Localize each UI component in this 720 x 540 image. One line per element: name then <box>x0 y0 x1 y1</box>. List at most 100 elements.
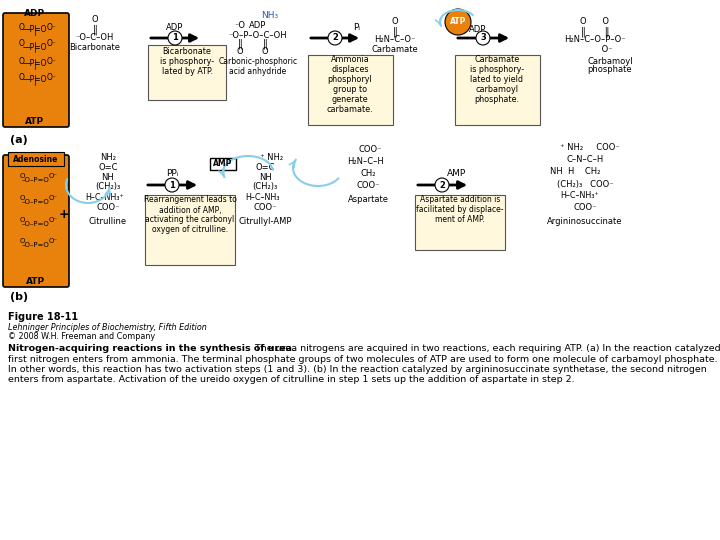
Text: O: O <box>19 57 25 65</box>
Text: O: O <box>91 16 99 24</box>
Text: NH: NH <box>102 172 114 181</box>
Text: © 2008 W.H. Freeman and Company: © 2008 W.H. Freeman and Company <box>8 332 155 341</box>
Text: addition of AMP,: addition of AMP, <box>158 206 221 214</box>
Text: –O–P=O: –O–P=O <box>22 199 50 205</box>
Text: COO⁻: COO⁻ <box>356 181 379 191</box>
Text: (CH₂)₃: (CH₂)₃ <box>95 183 121 192</box>
Bar <box>415 195 505 250</box>
Text: O⁻: O⁻ <box>48 195 58 201</box>
Circle shape <box>476 31 490 45</box>
Text: group to: group to <box>333 85 367 94</box>
Text: O: O <box>19 195 24 201</box>
Text: –O–P=O: –O–P=O <box>22 221 50 227</box>
Text: O=C: O=C <box>256 163 275 172</box>
Text: PPᵢ: PPᵢ <box>166 170 178 179</box>
Text: facilitated by displace-: facilitated by displace- <box>416 206 504 214</box>
Circle shape <box>328 31 342 45</box>
Text: 2: 2 <box>439 180 445 190</box>
Text: 1: 1 <box>169 180 175 190</box>
Text: acid anhydride: acid anhydride <box>230 66 287 76</box>
Text: O: O <box>392 17 398 26</box>
Text: 1: 1 <box>172 33 178 43</box>
Text: ADP: ADP <box>249 21 266 30</box>
Text: (b): (b) <box>10 292 28 302</box>
Text: lated by ATP.: lated by ATP. <box>161 68 212 77</box>
Text: H₂N–C–H: H₂N–C–H <box>346 158 383 166</box>
Text: Carbonic-phosphoric: Carbonic-phosphoric <box>218 57 297 66</box>
Text: ‖: ‖ <box>263 39 267 49</box>
Text: O: O <box>19 23 25 31</box>
Text: O: O <box>261 48 269 57</box>
Text: ‖: ‖ <box>238 39 243 49</box>
Text: Argininosuccinate: Argininosuccinate <box>547 218 623 226</box>
Text: ADP: ADP <box>166 24 184 32</box>
Text: H–C–NH₃⁺: H–C–NH₃⁺ <box>561 192 599 200</box>
Text: O⁻: O⁻ <box>47 72 57 82</box>
Text: ATP: ATP <box>450 17 466 26</box>
Text: Lehninger Principles of Biochemistry, Fifth Edition: Lehninger Principles of Biochemistry, Fi… <box>8 323 207 332</box>
FancyBboxPatch shape <box>3 13 69 127</box>
Text: Rearrangement leads to: Rearrangement leads to <box>143 195 236 205</box>
Text: Carbamate: Carbamate <box>474 56 520 64</box>
Text: —P=O: —P=O <box>23 25 48 35</box>
Text: ment of AMP.: ment of AMP. <box>435 215 485 225</box>
Text: O: O <box>19 238 24 244</box>
Text: O⁻: O⁻ <box>47 39 57 49</box>
Text: carbamate.: carbamate. <box>327 105 373 114</box>
Circle shape <box>168 31 182 45</box>
Text: Carbamoyl: Carbamoyl <box>588 57 633 65</box>
Bar <box>145 195 235 265</box>
Text: ⁺ NH₂     COO⁻: ⁺ NH₂ COO⁻ <box>560 144 620 152</box>
Text: first nitrogen enters from ammonia. The terminal phosphate groups of two molecul: first nitrogen enters from ammonia. The … <box>8 354 718 363</box>
Text: 2: 2 <box>332 33 338 43</box>
Text: COO⁻: COO⁻ <box>359 145 382 154</box>
Text: H₂N–C–O⁻: H₂N–C–O⁻ <box>374 36 415 44</box>
Text: AMP: AMP <box>447 170 467 179</box>
Text: Citrulline: Citrulline <box>89 217 127 226</box>
Text: lated to yield: lated to yield <box>470 76 523 84</box>
Text: O: O <box>19 217 24 223</box>
Text: O: O <box>19 39 25 49</box>
Bar <box>308 55 393 125</box>
Text: H₂N–C–O–P–O⁻: H₂N–C–O–P–O⁻ <box>564 36 626 44</box>
Text: O=C: O=C <box>98 163 118 172</box>
Text: Aspartate addition is: Aspartate addition is <box>420 195 500 205</box>
Text: Figure 18-11: Figure 18-11 <box>8 312 78 322</box>
Bar <box>148 45 226 100</box>
Text: COO⁻: COO⁻ <box>96 202 120 212</box>
Text: COO⁻: COO⁻ <box>573 204 597 213</box>
Text: The urea nitrogens are acquired in two reactions, each requiring ATP. (a) In the: The urea nitrogens are acquired in two r… <box>252 344 720 353</box>
Text: O⁻: O⁻ <box>47 23 57 31</box>
Text: NH: NH <box>258 172 271 181</box>
Circle shape <box>165 178 179 192</box>
Text: O: O <box>19 173 24 179</box>
Text: ATP: ATP <box>25 118 45 126</box>
Circle shape <box>435 178 449 192</box>
Text: phosphate: phosphate <box>588 65 632 75</box>
Text: ADP: ADP <box>24 9 45 17</box>
Text: (CH₂)₃   COO⁻: (CH₂)₃ COO⁻ <box>557 179 613 188</box>
Text: Ammonia: Ammonia <box>330 56 369 64</box>
Text: ATP: ATP <box>27 278 45 287</box>
Text: phosphoryl: phosphoryl <box>328 76 372 84</box>
Text: O      O: O O <box>580 17 610 26</box>
Bar <box>455 55 540 125</box>
Text: ⁺ NH₂: ⁺ NH₂ <box>261 152 284 161</box>
Text: (CH₂)₃: (CH₂)₃ <box>253 183 278 192</box>
Text: (a): (a) <box>10 135 28 145</box>
Text: carbamoyl: carbamoyl <box>475 85 518 94</box>
Text: COO⁻: COO⁻ <box>253 202 276 212</box>
Text: is phosphory-: is phosphory- <box>470 65 524 75</box>
Text: oxygen of citrulline.: oxygen of citrulline. <box>152 226 228 234</box>
Text: Bicarbonate: Bicarbonate <box>163 48 212 57</box>
Text: —P=O: —P=O <box>23 43 48 51</box>
Text: O⁻: O⁻ <box>48 217 58 223</box>
Text: activating the carbonyl: activating the carbonyl <box>145 215 235 225</box>
Text: is phosphory-: is phosphory- <box>160 57 214 66</box>
Text: ‖      ‖: ‖ ‖ <box>581 27 609 37</box>
Text: 3: 3 <box>480 33 486 43</box>
Text: Aspartate: Aspartate <box>348 195 389 205</box>
Text: O⁻: O⁻ <box>48 173 58 179</box>
Text: O: O <box>237 48 243 57</box>
Text: —P=O: —P=O <box>23 59 48 69</box>
